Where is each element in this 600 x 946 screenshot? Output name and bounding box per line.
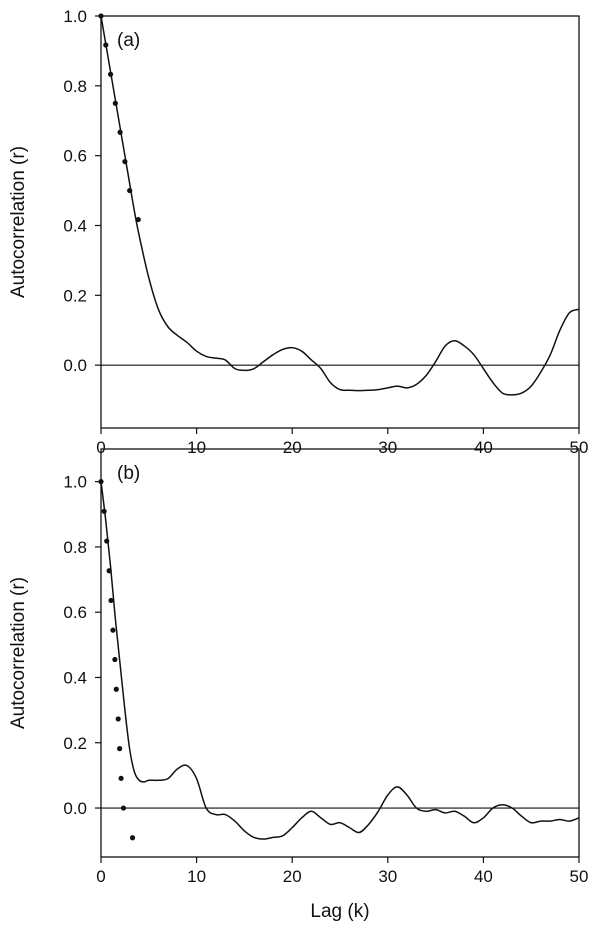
panel-a-y-tick-label-0: 0.0	[63, 356, 87, 375]
panel-b-x-tick-label-3: 30	[378, 867, 397, 886]
panel-b-point-12	[129, 835, 136, 841]
panel-b-y-tick-label-0: 0.0	[63, 799, 87, 818]
panel-b-x-tick-label-4: 40	[474, 867, 493, 886]
panel-a-x-tick-label-3: 30	[378, 438, 397, 457]
panel-a-point-4	[117, 129, 123, 135]
panel-a-point-7	[135, 216, 141, 223]
panel-b-point-4	[108, 597, 114, 604]
panel-a: 0 10 20 30 40 50 0.0 0.2 0.4 0.6 0.8 1.0 (a) Autoco…	[8, 7, 588, 457]
panel-a-point-6	[127, 187, 133, 194]
panel-b-frame	[100, 448, 580, 858]
panel-a-label: (a)	[117, 30, 140, 51]
panel-b-point-8	[115, 716, 121, 722]
panel-a-x-tick-label-0: 0	[96, 438, 105, 457]
panel-a-y-tick-label-2: 0.4	[63, 216, 87, 235]
panel-b-acf-line	[100, 481, 580, 840]
panel-b-point-3	[106, 568, 112, 574]
panel-b-point-1	[101, 508, 107, 514]
panel-b-y-tick-label-5: 1.0	[63, 473, 87, 492]
panel-a-point-5	[122, 158, 128, 165]
panel-b-y-tick-label-2: 0.4	[63, 668, 87, 687]
x-axis-title: Lag (k)	[310, 901, 369, 922]
panel-b-y-tick-label-1: 0.2	[63, 734, 87, 753]
panel-a-y-tick-label-3: 0.6	[63, 147, 87, 166]
panel-a-point-2	[107, 71, 114, 77]
panel-b-point-2	[104, 538, 110, 544]
panel-b-x-tick-label-5: 50	[570, 867, 589, 886]
panel-a-y-tick-label-4: 0.8	[63, 77, 87, 96]
panel-b-y-tick-label-4: 0.8	[63, 538, 87, 557]
panel-b-y-axis-title: Autocorrelation (r)	[8, 577, 29, 729]
panel-b-point-10	[118, 775, 124, 781]
panel-a-point-3	[112, 100, 118, 106]
panel-a-x-tick-label-4: 40	[474, 438, 493, 457]
panel-a-point-1	[103, 42, 109, 48]
panel-b-point-6	[112, 656, 118, 663]
panel-a-x-tick-label-5: 50	[570, 438, 589, 457]
panel-a-acf-line	[100, 15, 580, 396]
panel-b-x-tick-label-0: 0	[96, 867, 105, 886]
panel-b: 0 10 20 30 40 50 0.0 0.2 0.4 0.6 0.8 1.0 (b) Autoco…	[8, 448, 589, 886]
panel-b-point-5	[110, 627, 116, 633]
panel-b-point-7	[113, 686, 119, 692]
panel-a-y-tick-label-5: 1.0	[63, 7, 87, 26]
panel-b-x-tick-label-2: 20	[283, 867, 302, 886]
panel-a-frame	[100, 15, 580, 429]
panel-b-point-11	[120, 805, 127, 811]
panel-a-x-tick-label-2: 20	[283, 438, 302, 457]
panel-b-y-tick-label-3: 0.6	[63, 603, 87, 622]
panel-b-label: (b)	[117, 463, 140, 484]
panel-b-x-tick-label-1: 10	[187, 867, 206, 886]
panel-a-x-tick-label-1: 10	[187, 438, 206, 457]
panel-b-point-9	[117, 746, 123, 752]
panel-a-y-tick-label-1: 0.2	[63, 286, 87, 305]
panel-a-y-axis-title: Autocorrelation (r)	[8, 146, 29, 298]
